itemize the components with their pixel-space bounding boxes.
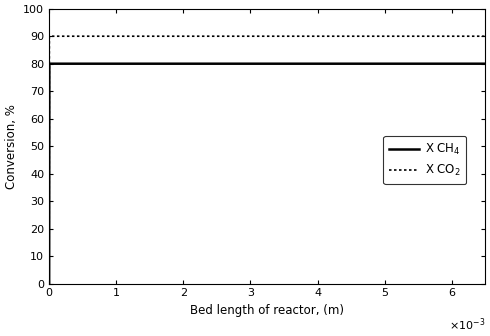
X CO$_2$ [470, 34, 476, 38]
X CH$_4$ [69, 62, 74, 66]
Text: $\times10^{-3}$: $\times10^{-3}$ [449, 317, 485, 333]
X CH$_4$ [49, 62, 55, 66]
X CH$_4$ [259, 62, 265, 66]
Line: X CH$_4$: X CH$_4$ [49, 64, 485, 284]
X CH$_4$ [482, 62, 488, 66]
X CH$_4$ [46, 282, 52, 286]
X CH$_4$ [247, 62, 253, 66]
X CO$_2$ [46, 282, 52, 286]
X CO$_2$ [470, 34, 476, 38]
X CO$_2$ [259, 34, 265, 38]
X CO$_2$ [482, 34, 488, 38]
Legend: X CH$_4$, X CO$_2$: X CH$_4$, X CO$_2$ [383, 136, 466, 184]
X-axis label: Bed length of reactor, (m): Bed length of reactor, (m) [190, 304, 344, 317]
X CO$_2$ [69, 34, 74, 38]
X CH$_4$ [390, 62, 396, 66]
X CO$_2$ [390, 34, 396, 38]
Y-axis label: Conversion, %: Conversion, % [5, 104, 18, 188]
X CO$_2$ [48, 34, 53, 38]
X CH$_4$ [470, 62, 476, 66]
X CH$_4$ [470, 62, 476, 66]
Line: X CO$_2$: X CO$_2$ [49, 36, 485, 284]
X CO$_2$ [247, 34, 253, 38]
